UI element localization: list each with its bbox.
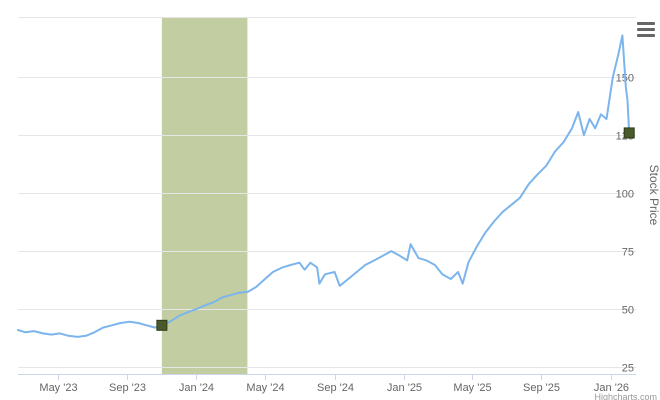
series-line-0 [17,34,631,338]
y-axis-title: Stock Price [647,165,660,226]
x-tick-label: Jan '25 [387,382,422,394]
credits-link[interactable]: Highcharts.com [594,392,657,400]
hamburger-menu-icon[interactable] [636,20,656,38]
x-axis: May '23 Sep '23 Jan '24 May '24 Sep '24 Jan '… [18,374,636,394]
y-tick-label: 100 [616,189,634,201]
x-tick-label: May '24 [246,382,284,394]
x-tick-label: May '25 [453,382,491,394]
data-marker [623,127,635,139]
x-tick-label: Jan '24 [179,382,214,394]
x-tick-label: Sep '25 [523,382,560,394]
shaded-band [161,17,248,374]
marker-layer [156,127,635,331]
data-marker [156,319,168,331]
x-tick-label: May '23 [39,382,77,394]
shaded-band-layer [161,17,248,374]
y-tick-label: 75 [622,247,634,259]
x-tick-label: Sep '24 [317,382,354,394]
y-tick-label: 25 [622,363,634,375]
x-tick-label: Jan '26 [594,382,629,394]
grid-layer [18,17,636,368]
series-layer [17,34,631,338]
y-tick-label: 50 [622,305,634,317]
x-tick-label: Sep '23 [109,382,146,394]
